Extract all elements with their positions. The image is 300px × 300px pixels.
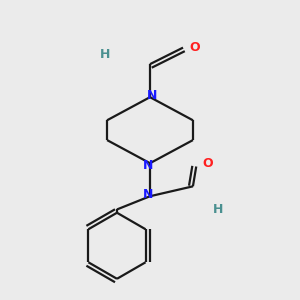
Text: N: N bbox=[143, 159, 154, 172]
Text: H: H bbox=[100, 48, 110, 61]
Text: H: H bbox=[213, 203, 223, 216]
Text: O: O bbox=[190, 41, 200, 54]
Text: N: N bbox=[146, 89, 157, 102]
Text: N: N bbox=[143, 188, 154, 201]
Text: O: O bbox=[203, 157, 214, 170]
